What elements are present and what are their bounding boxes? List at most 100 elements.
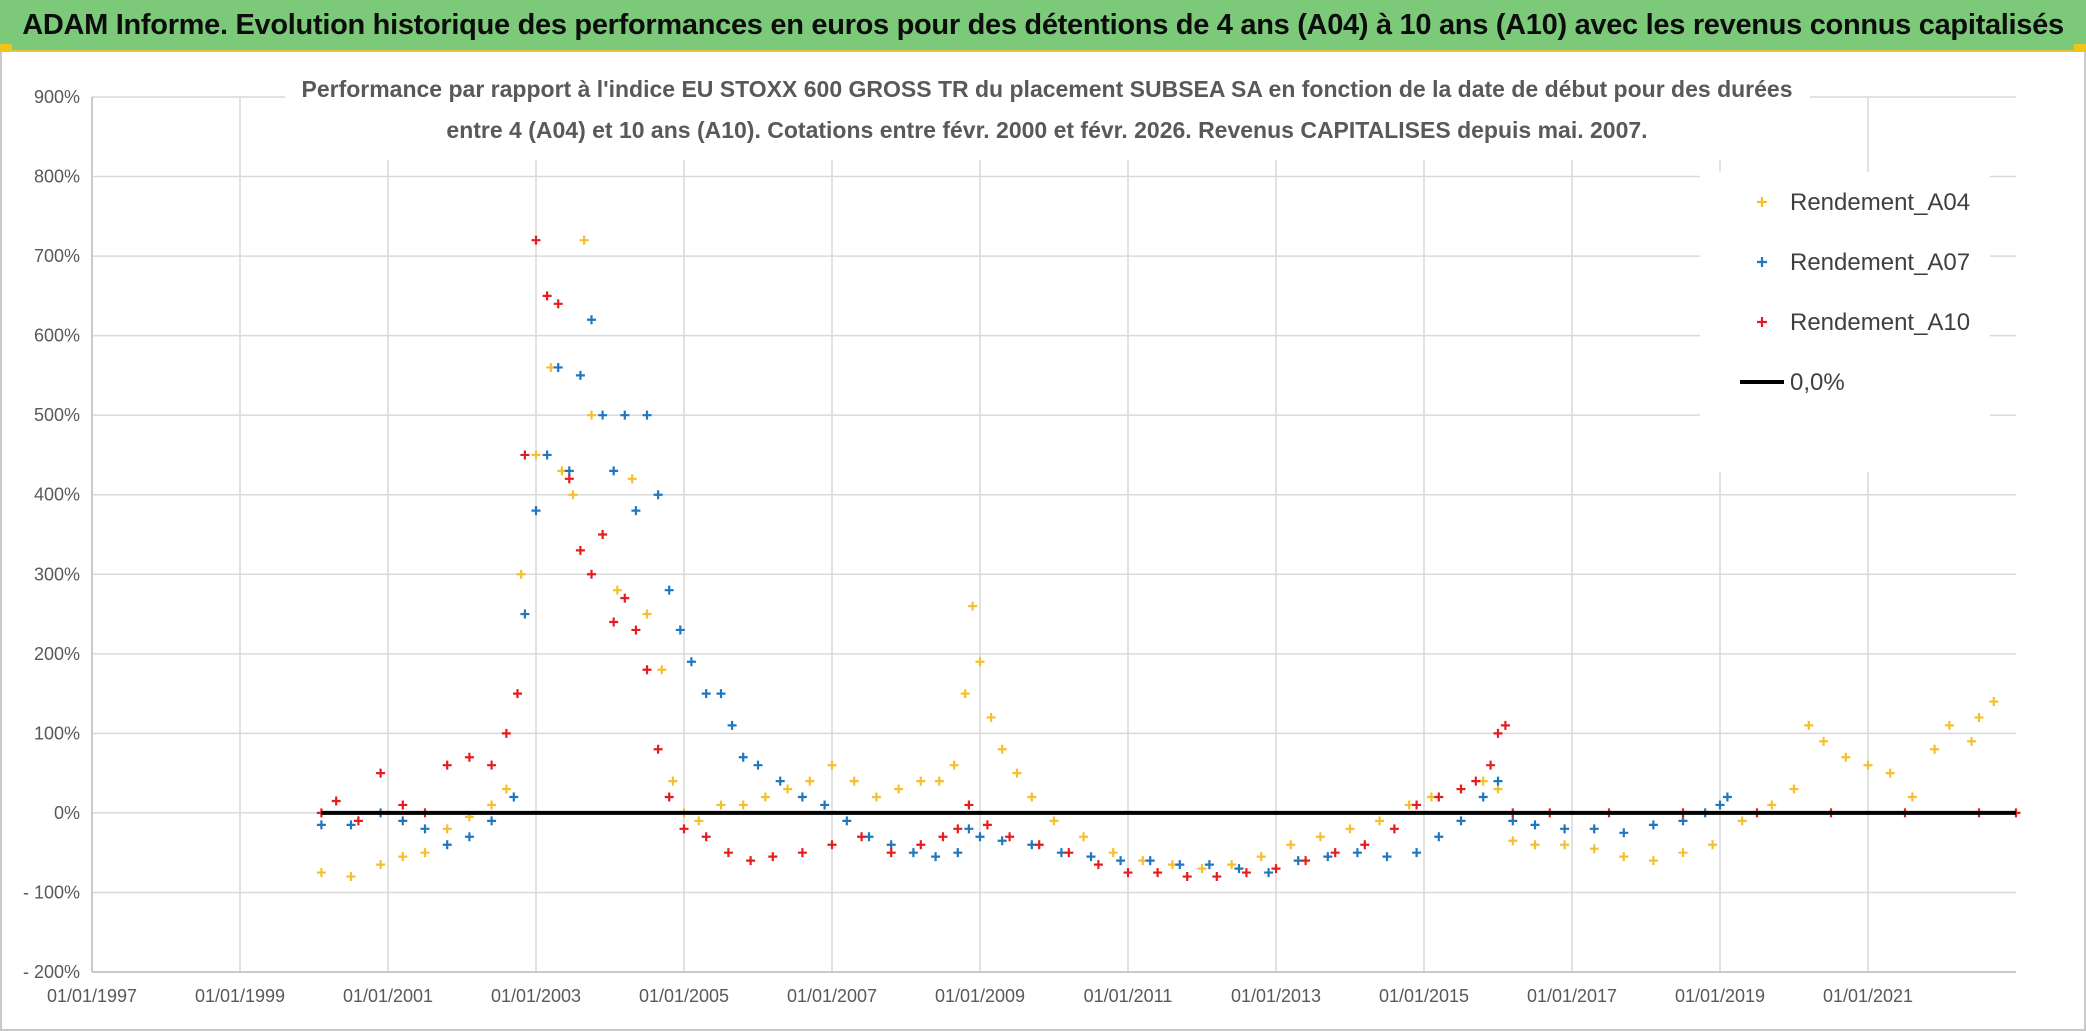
point-rendement_a04 [1256, 852, 1266, 862]
point-rendement_a04 [1789, 784, 1799, 794]
point-rendement_a04 [1967, 736, 1977, 746]
point-rendement_a07 [1648, 820, 1658, 830]
point-rendement_a10 [501, 728, 511, 738]
point-rendement_a04 [1863, 760, 1873, 770]
point-rendement_a07 [464, 832, 474, 842]
point-rendement_a04 [346, 872, 356, 882]
point-rendement_a10 [679, 824, 689, 834]
point-rendement_a10 [520, 450, 530, 460]
point-rendement_a04 [894, 784, 904, 794]
point-rendement_a04 [579, 235, 589, 245]
point-rendement_a10 [827, 840, 837, 850]
point-rendement_a07 [442, 840, 452, 850]
point-rendement_a04 [568, 490, 578, 500]
point-rendement_a04 [642, 609, 652, 619]
point-rendement_a07 [675, 625, 685, 635]
point-rendement_a07 [975, 832, 985, 842]
point-rendement_a04 [420, 848, 430, 858]
point-rendement_a10 [953, 824, 963, 834]
point-rendement_a04 [694, 816, 704, 826]
point-rendement_a10 [1271, 864, 1281, 874]
y-tick-label: 300% [34, 564, 80, 584]
legend-label-rendement_a07: Rendement_A07 [1790, 249, 1970, 276]
point-rendement_a07 [931, 852, 941, 862]
point-rendement_a04 [501, 784, 511, 794]
point-rendement_a07 [1234, 864, 1244, 874]
point-rendement_a07 [664, 585, 674, 595]
x-tick-label: 01/01/1999 [195, 986, 285, 1006]
y-axis-tick-labels: - 200% - 100% 0% 100% 200% 300% 400% 500% 600% 70… [23, 87, 80, 982]
point-rendement_a04 [587, 410, 596, 420]
point-rendement_a04 [1737, 816, 1747, 826]
point-rendement_a10 [1456, 784, 1466, 794]
x-tick-label: 01/01/2007 [787, 986, 877, 1006]
point-rendement_a10 [1500, 720, 1510, 730]
point-rendement_a10 [631, 625, 641, 635]
point-rendement_a04 [916, 776, 926, 786]
point-rendement_a10 [653, 744, 663, 754]
y-tick-label: 100% [34, 723, 80, 743]
point-rendement_a07 [953, 848, 963, 858]
point-rendement_a07 [842, 816, 852, 826]
point-rendement_a07 [420, 824, 430, 834]
point-rendement_a10 [1034, 840, 1044, 850]
point-rendement_a07 [738, 752, 748, 762]
title-backdrop [285, 60, 1810, 160]
point-rendement_a04 [805, 776, 815, 786]
point-rendement_a10 [609, 617, 619, 627]
point-rendement_a04 [1012, 768, 1022, 778]
point-rendement_a04 [968, 601, 978, 611]
point-rendement_a07 [775, 776, 785, 786]
point-rendement_a07 [609, 466, 619, 476]
point-rendement_a10 [1153, 868, 1163, 878]
point-rendement_a10 [564, 474, 574, 484]
legend-label-rendement_a10: Rendement_A10 [1790, 309, 1970, 336]
point-rendement_a07 [564, 466, 574, 476]
point-rendement_a10 [746, 856, 756, 866]
point-rendement_a04 [1345, 824, 1355, 834]
chart-title-line-2: entre 4 (A04) et 10 ans (A10). Cotations… [446, 117, 1647, 143]
legend-label-zero-line: 0,0% [1790, 369, 1845, 396]
y-tick-label: 500% [34, 405, 80, 425]
gridlines [91, 96, 2016, 973]
point-rendement_a10 [1064, 848, 1074, 858]
point-rendement_a07 [620, 410, 630, 420]
point-rendement_a07 [1086, 852, 1096, 862]
x-tick-label: 01/01/2001 [343, 986, 433, 1006]
point-rendement_a10 [1360, 840, 1370, 850]
point-rendement_a04 [1944, 720, 1954, 730]
point-rendement_a04 [760, 792, 770, 802]
point-rendement_a07 [531, 506, 541, 516]
point-rendement_a10 [598, 530, 608, 539]
point-rendement_a07 [1678, 816, 1688, 826]
point-rendement_a04 [1508, 836, 1518, 846]
legend-box [1700, 172, 1990, 472]
point-rendement_a07 [575, 370, 585, 380]
point-rendement_a07 [1382, 852, 1392, 862]
corner-accent-left [0, 44, 12, 52]
point-rendement_a10 [768, 852, 778, 862]
point-rendement_a10 [464, 752, 474, 762]
point-rendement_a04 [986, 712, 996, 722]
point-rendement_a04 [871, 792, 881, 802]
point-rendement_a04 [849, 776, 859, 786]
point-rendement_a07 [509, 792, 519, 802]
point-rendement_a04 [1530, 840, 1540, 850]
point-rendement_a04 [738, 800, 748, 810]
point-rendement_a04 [668, 776, 678, 786]
point-rendement_a04 [1648, 856, 1658, 866]
point-rendement_a04 [1227, 860, 1237, 870]
point-rendement_a07 [716, 689, 726, 699]
y-tick-label: 700% [34, 246, 80, 266]
point-rendement_a07 [398, 816, 408, 826]
point-rendement_a04 [949, 760, 959, 770]
point-rendement_a07 [1145, 856, 1155, 866]
point-rendement_a04 [1767, 800, 1777, 810]
y-tick-label: 900% [34, 87, 80, 107]
point-rendement_a07 [797, 792, 807, 802]
point-rendement_a07 [1722, 792, 1732, 802]
y-tick-label: 800% [34, 167, 80, 187]
point-rendement_a07 [553, 362, 563, 372]
point-rendement_a07 [1116, 856, 1126, 866]
